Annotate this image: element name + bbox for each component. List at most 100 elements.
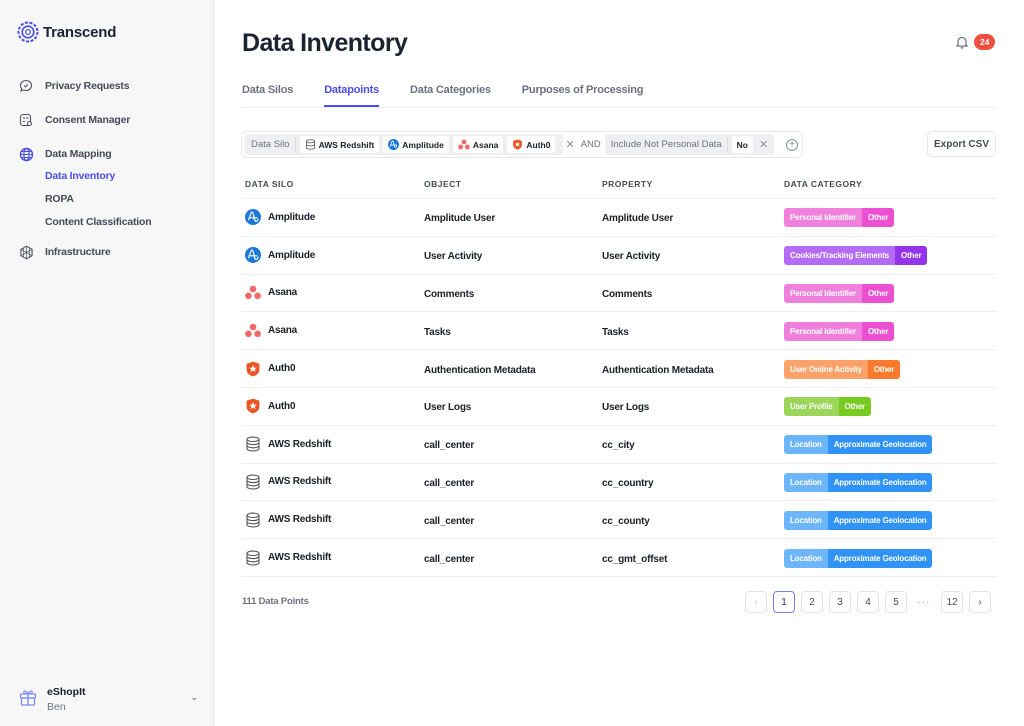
asana-icon bbox=[245, 323, 261, 339]
subcategory-label: Other bbox=[895, 246, 928, 266]
table-row[interactable]: Amplitude Amplitude User Amplitude User Per… bbox=[241, 199, 996, 237]
remove-silo-filter-icon[interactable]: ✕ bbox=[565, 139, 575, 151]
silo-name[interactable]: AWS Redshift bbox=[268, 438, 332, 450]
property-name: cc_gmt_offset bbox=[602, 553, 668, 565]
sidebar-item-consent-manager[interactable]: Consent Manager bbox=[0, 110, 213, 130]
column-header-data-silo[interactable]: DATA SILO bbox=[245, 179, 294, 189]
data-category-tag[interactable]: Location Approximate Geolocation bbox=[784, 435, 933, 455]
tab-datapoints[interactable]: Datapoints bbox=[324, 84, 379, 107]
silo-name[interactable]: AWS Redshift bbox=[268, 476, 332, 488]
table-row[interactable]: Amplitude User Activity User Activity Cooki… bbox=[241, 237, 996, 275]
silo-name[interactable]: Amplitude bbox=[268, 249, 316, 261]
property-name: User Activity bbox=[602, 251, 661, 263]
sidebar-subitem-data-inventory[interactable]: Data Inventory bbox=[45, 170, 116, 182]
data-category-tag[interactable]: User Online Activity Other bbox=[784, 359, 901, 379]
sidebar-item-data-mapping[interactable]: Data Mapping bbox=[0, 144, 213, 164]
sidebar-nav: Privacy Requests Consent Manager Data Ma… bbox=[0, 76, 213, 276]
data-category-tag[interactable]: User Profile Other bbox=[784, 397, 871, 417]
asana-icon bbox=[245, 285, 261, 301]
prev-page-button[interactable]: ‹ bbox=[745, 591, 767, 613]
database-icon bbox=[245, 550, 261, 566]
datapoint-count: 111 Data Points bbox=[242, 596, 309, 607]
category-label: Personal Identifier bbox=[784, 283, 862, 303]
table-header: DATA SILO OBJECT PROPERTY DATA CATEGORY bbox=[241, 170, 996, 199]
sidebar-subitem-ropa[interactable]: ROPA bbox=[45, 193, 74, 205]
datapoints-table: DATA SILO OBJECT PROPERTY DATA CATEGORY … bbox=[241, 170, 996, 577]
filter-key-data-silo: Data Silo bbox=[249, 137, 296, 152]
object-name: Tasks bbox=[424, 326, 451, 338]
object-name: User Logs bbox=[424, 402, 472, 414]
object-name: call_center bbox=[424, 515, 475, 527]
silo-name[interactable]: Amplitude bbox=[268, 211, 316, 223]
table-row[interactable]: AWS Redshift call_center cc_city Location Ap… bbox=[241, 426, 996, 464]
filter-chip-personal-value[interactable]: No bbox=[731, 136, 753, 153]
auth0-icon bbox=[512, 139, 523, 150]
tab-data-categories[interactable]: Data Categories bbox=[410, 84, 491, 96]
sidebar-subitem-content-classification[interactable]: Content Classification bbox=[45, 216, 152, 228]
silo-name[interactable]: Asana bbox=[268, 325, 298, 337]
app-logo[interactable]: Transcend bbox=[17, 21, 116, 43]
globe-icon bbox=[18, 146, 34, 162]
page-3-button[interactable]: 3 bbox=[829, 591, 851, 613]
amplitude-icon bbox=[245, 209, 261, 226]
page-5-button[interactable]: 5 bbox=[885, 591, 907, 613]
data-category-tag[interactable]: Location Approximate Geolocation bbox=[784, 472, 933, 492]
data-category-tag[interactable]: Cookies/Tracking Elements Other bbox=[784, 246, 928, 266]
filter-chip-aws-redshift[interactable]: AWS Redshift bbox=[299, 136, 380, 153]
column-header-object[interactable]: OBJECT bbox=[424, 179, 462, 189]
page-title: Data Inventory bbox=[242, 29, 408, 57]
export-csv-button[interactable]: Export CSV bbox=[927, 131, 996, 157]
org-user: Ben bbox=[47, 701, 66, 713]
data-category-tag[interactable]: Location Approximate Geolocation bbox=[784, 510, 933, 530]
silo-name[interactable]: AWS Redshift bbox=[268, 514, 332, 526]
silo-name[interactable]: Auth0 bbox=[268, 363, 296, 375]
page-4-button[interactable]: 4 bbox=[857, 591, 879, 613]
subcategory-label: Other bbox=[862, 208, 895, 228]
data-category-tag[interactable]: Personal Identifier Other bbox=[784, 321, 895, 341]
object-name: call_center bbox=[424, 553, 475, 565]
property-name: Tasks bbox=[602, 326, 629, 338]
page-2-button[interactable]: 2 bbox=[801, 591, 823, 613]
data-category-tag[interactable]: Personal Identifier Other bbox=[784, 208, 895, 228]
data-category-tag[interactable]: Location Approximate Geolocation bbox=[784, 548, 933, 568]
tab-data-silos[interactable]: Data Silos bbox=[242, 84, 294, 96]
table-row[interactable]: Auth0 User Logs User Logs User Profile Other bbox=[241, 388, 996, 426]
auth0-icon bbox=[245, 361, 261, 377]
add-filter-icon[interactable]: + bbox=[786, 138, 798, 151]
filter-chip-asana[interactable]: Asana bbox=[452, 136, 504, 153]
column-header-data-category[interactable]: DATA CATEGORY bbox=[784, 179, 863, 189]
filter-group-data-silo: Data Silo AWS Redshift Amplitude Asana A… bbox=[245, 134, 564, 155]
table-body: Amplitude Amplitude User Amplitude User Per… bbox=[241, 199, 996, 577]
table-row[interactable]: Auth0 Authentication Metadata Authenticati… bbox=[241, 350, 996, 388]
page-12-button[interactable]: 12 bbox=[941, 591, 963, 613]
sidebar-item-infrastructure[interactable]: Infrastructure bbox=[0, 242, 213, 262]
sidebar-item-privacy-requests[interactable]: Privacy Requests bbox=[0, 76, 213, 96]
table-row[interactable]: Asana Tasks Tasks Personal Identifier Other bbox=[241, 312, 996, 351]
page-1-button[interactable]: 1 bbox=[773, 591, 795, 613]
data-category-tag[interactable]: Personal Identifier Other bbox=[784, 283, 895, 303]
subcategory-label: Approximate Geolocation bbox=[827, 435, 933, 455]
table-row[interactable]: Asana Comments Comments Personal Identifier… bbox=[241, 275, 996, 313]
org-switcher[interactable]: eShopIt Ben ⌄ bbox=[18, 686, 198, 713]
table-row[interactable]: AWS Redshift call_center cc_gmt_offset Loca… bbox=[241, 539, 996, 577]
tab-purposes-of-processing[interactable]: Purposes of Processing bbox=[521, 84, 644, 96]
silo-name[interactable]: AWS Redshift bbox=[268, 552, 332, 564]
remove-personal-filter-icon[interactable]: ✕ bbox=[759, 139, 769, 151]
filter-chip-auth0[interactable]: Auth0 bbox=[507, 136, 556, 153]
column-header-property[interactable]: PROPERTY bbox=[602, 179, 653, 189]
category-label: Cookies/Tracking Elements bbox=[784, 246, 896, 266]
cube-icon bbox=[18, 244, 34, 260]
category-label: Location bbox=[784, 472, 828, 492]
silo-name[interactable]: Asana bbox=[268, 287, 298, 299]
chat-check-icon bbox=[18, 78, 34, 94]
filter-bar[interactable]: Data Silo AWS Redshift Amplitude Asana A… bbox=[241, 131, 803, 158]
subcategory-label: Other bbox=[862, 321, 895, 341]
next-page-button[interactable]: › bbox=[969, 591, 991, 613]
filter-chip-amplitude[interactable]: Amplitude bbox=[383, 136, 449, 153]
notifications-button[interactable]: 24 bbox=[955, 34, 996, 50]
asana-icon bbox=[458, 139, 470, 150]
table-row[interactable]: AWS Redshift call_center cc_county Location… bbox=[241, 501, 996, 540]
silo-name[interactable]: Auth0 bbox=[268, 400, 296, 412]
table-row[interactable]: AWS Redshift call_center cc_country Locatio… bbox=[241, 464, 996, 502]
page-ellipsis[interactable]: ··· bbox=[913, 591, 935, 613]
